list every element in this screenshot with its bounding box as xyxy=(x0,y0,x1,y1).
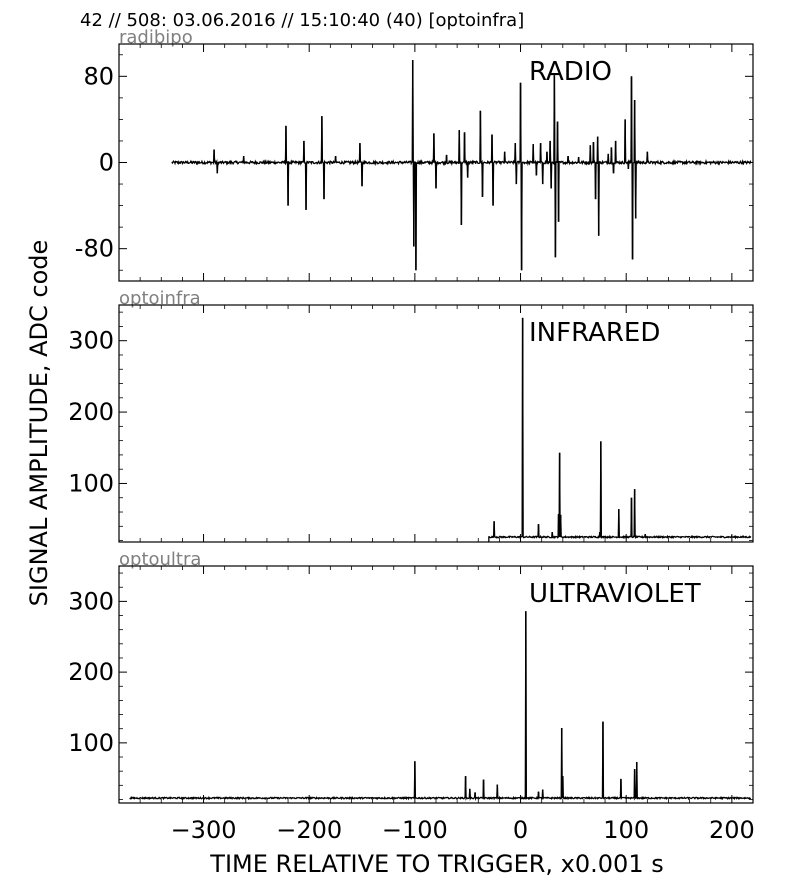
y-tick-label: 300 xyxy=(68,587,114,615)
panel-title: ULTRAVIOLET xyxy=(529,579,701,609)
y-tick-label: 200 xyxy=(68,658,114,686)
x-tick-label: 0 xyxy=(513,816,528,844)
channel-label: optoultra xyxy=(119,549,201,570)
panel-optoinfra: optoinfra 100 200 300 INFRARED xyxy=(68,288,754,543)
y-tick-label: -80 xyxy=(75,235,114,263)
y-tick-label: 300 xyxy=(68,327,114,355)
panel-title: INFRARED xyxy=(529,318,660,348)
y-axis-label: SIGNAL AMPLITUDE, ADC code xyxy=(25,240,53,607)
chart-header: 42 // 508: 03.06.2016 // 15:10:40 (40) [… xyxy=(80,10,524,31)
y-tick-label: 80 xyxy=(83,62,114,90)
x-tick-label: −300 xyxy=(171,816,237,844)
panel-title: RADIO xyxy=(529,57,612,87)
x-tick-label: 100 xyxy=(603,816,649,844)
x-tick-label: −100 xyxy=(382,816,448,844)
channel-label: radibipo xyxy=(119,27,193,48)
y-tick-label: 0 xyxy=(99,149,114,177)
y-tick-label: 200 xyxy=(68,398,114,426)
x-axis-label: TIME RELATIVE TO TRIGGER, x0.001 s xyxy=(209,850,663,878)
series-line-optoultra xyxy=(129,611,751,801)
y-tick-label: 100 xyxy=(68,729,114,757)
x-tick-label: 200 xyxy=(709,816,755,844)
y-tick-label: 100 xyxy=(68,469,114,497)
series-line-optoinfra xyxy=(488,317,752,542)
x-tick-label: −200 xyxy=(276,816,342,844)
channel-label: optoinfra xyxy=(119,288,201,309)
panel-optoultra: optoultra −300 −200 −100 0 100 200 100 200 300 ULT… xyxy=(68,549,755,844)
